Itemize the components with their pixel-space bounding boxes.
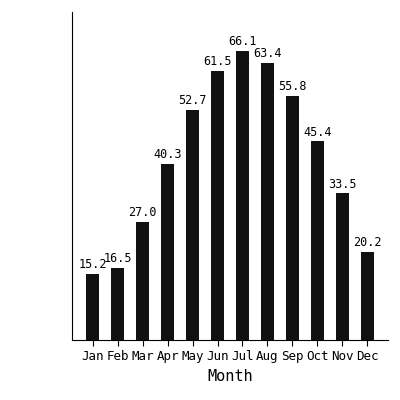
Bar [361, 252, 374, 340]
Bar [286, 96, 299, 340]
Text: 45.4: 45.4 [303, 126, 332, 139]
Text: 16.5: 16.5 [103, 252, 132, 265]
Bar [236, 51, 249, 340]
Text: 52.7: 52.7 [178, 94, 207, 107]
Bar [86, 274, 99, 340]
Bar [161, 164, 174, 340]
Text: 63.4: 63.4 [253, 47, 282, 60]
Text: 27.0: 27.0 [128, 206, 157, 219]
Bar [211, 71, 224, 340]
Bar [336, 194, 349, 340]
Text: 20.2: 20.2 [353, 236, 382, 249]
Text: 61.5: 61.5 [203, 56, 232, 68]
Text: 66.1: 66.1 [228, 35, 257, 48]
Bar [261, 63, 274, 340]
Text: 33.5: 33.5 [328, 178, 357, 191]
X-axis label: Month: Month [207, 369, 253, 384]
Bar [311, 142, 324, 340]
Bar [111, 268, 124, 340]
Text: 40.3: 40.3 [153, 148, 182, 161]
Bar [186, 110, 199, 340]
Text: 15.2: 15.2 [78, 258, 107, 271]
Text: 55.8: 55.8 [278, 80, 307, 93]
Bar [136, 222, 149, 340]
